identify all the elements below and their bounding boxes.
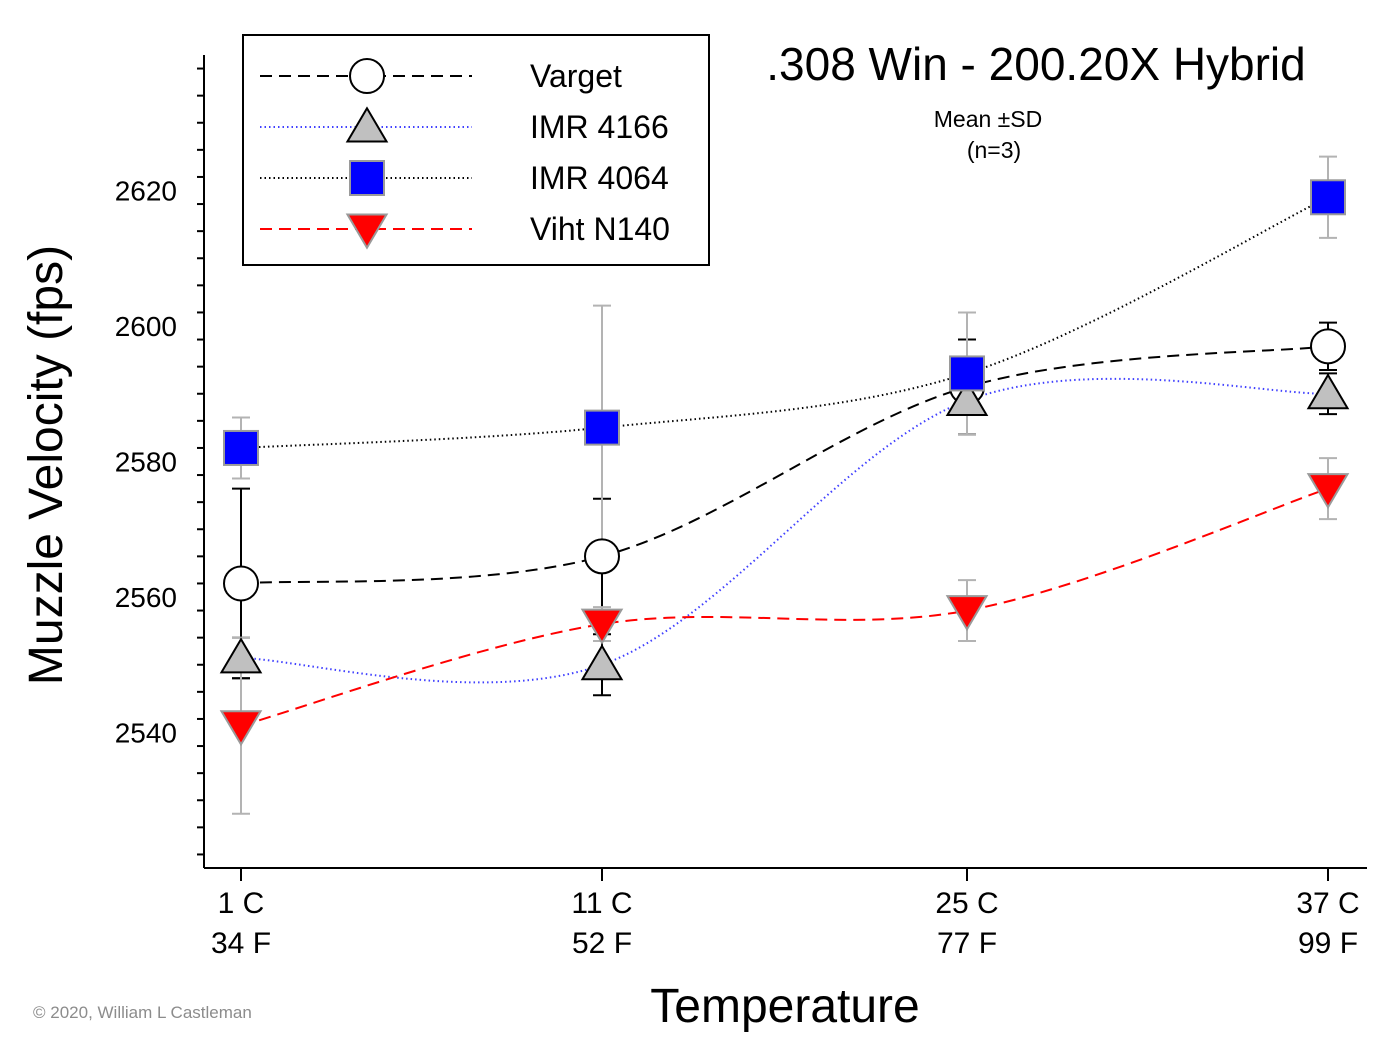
point-imr-4064 [223,429,259,466]
annotation-n: (n=3) [967,137,1021,163]
legend-box [242,34,710,266]
point-imr-4064 [949,355,985,392]
legend-label-viht-n140: Viht N140 [530,211,670,247]
point-imr-4166 [580,644,624,681]
point-imr-4166 [219,637,263,674]
point-imr-4166 [1306,373,1350,410]
point-viht-n140 [1306,473,1350,510]
point-viht-n140 [580,608,624,645]
legend: Varget IMR 4166 IMR 4064 Viht N140 [242,34,710,266]
point-imr-4064 [1310,179,1346,216]
point-varget [584,538,620,575]
series-line-viht-n140 [240,487,1329,727]
legend-marker-varget [349,58,385,94]
point-varget [223,565,259,602]
x-tick-label-celsius: 25 C [935,887,998,920]
y-tick-label: 2580 [115,447,177,478]
x-tick-label-fahrenheit: 34 F [211,927,271,960]
point-imr-4064 [584,409,620,446]
y-tick-label: 2540 [115,718,177,749]
x-tick-label-celsius: 37 C [1296,887,1359,920]
legend-label-varget: Varget [530,58,622,94]
series-line-imr-4064 [240,196,1329,449]
legend-marker-imr-4166 [345,106,389,143]
annotation-mean-sd: Mean ±SD [934,106,1043,132]
series-line-imr-4166 [240,377,1329,684]
point-varget [1310,328,1346,365]
legend-label-imr-4064: IMR 4064 [530,160,669,196]
x-tick-label-celsius: 11 C [571,887,632,920]
point-viht-n140 [219,710,263,747]
x-tick-label-fahrenheit: 52 F [572,927,632,960]
x-axis-label: Temperature [650,980,919,1033]
legend-label-imr-4166: IMR 4166 [530,109,669,145]
y-tick-label: 2620 [115,176,177,207]
x-tick-label-fahrenheit: 77 F [937,927,997,960]
x-tick-label-celsius: 1 C [218,887,265,920]
y-tick-label: 2560 [115,582,177,613]
legend-marker-imr-4064 [349,160,385,196]
point-imr-4166 [945,379,989,416]
x-tick-label-fahrenheit: 99 F [1298,927,1358,960]
point-viht-n140 [945,595,989,632]
legend-marker-viht-n140 [345,213,389,250]
copyright-notice: © 2020, William L Castleman [33,1003,252,1022]
y-tick-label: 2600 [115,311,177,342]
y-axis-label: Muzzle Velocity (fps) [20,245,73,685]
chart-title: .308 Win - 200.20X Hybrid [766,38,1306,90]
series-line-varget [240,345,1329,585]
